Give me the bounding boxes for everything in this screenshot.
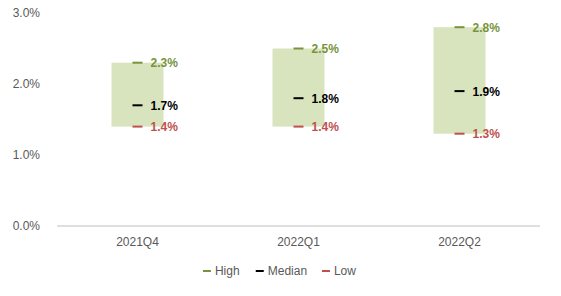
data-label: 1.4% [312,120,340,134]
marker-high [133,62,143,64]
data-label: 1.8% [312,92,340,106]
y-tick-label: 0.0% [13,219,41,233]
legend-swatch [256,270,264,272]
x-tick-label: 2021Q4 [116,235,159,249]
data-label: 1.7% [151,99,179,113]
range-box [112,63,164,127]
data-label: 2.8% [473,21,501,35]
marker-low [294,126,304,128]
legend-label: Low [334,264,356,278]
tick-mark [56,155,57,156]
range-box [273,49,325,127]
data-label: 1.4% [151,120,179,134]
legend-label: Median [268,264,307,278]
legend: High Median Low [203,264,356,278]
y-tick-label: 2.0% [13,77,41,91]
marker-median [455,90,465,92]
legend-swatch [203,270,211,272]
marker-low [133,126,143,128]
legend-label: High [215,264,240,278]
tick-mark [56,13,57,14]
tick-mark [56,226,57,227]
x-tick-label: 2022Q2 [438,235,481,249]
y-tick-label: 1.0% [13,148,41,162]
y-tick-label: 3.0% [13,6,41,20]
marker-median [133,104,143,106]
data-label: 2.3% [151,56,179,70]
chart: 0.0% 1.0% 2.0% 3.0% 2.3% 2.5% 2.8% 1.7% 1.8% 1.9%… [0,0,561,296]
marks [112,27,486,134]
marker-high [455,26,465,28]
legend-swatch [322,270,330,272]
marker-median [294,97,304,99]
marker-low [455,133,465,135]
data-label: 1.3% [473,127,501,141]
marker-high [294,48,304,50]
data-label: 2.5% [312,42,340,56]
x-axis-line [57,226,540,227]
tick-mark [56,84,57,85]
range-box [434,27,486,134]
x-tick-label: 2022Q1 [277,235,320,249]
data-label: 1.9% [473,85,501,99]
